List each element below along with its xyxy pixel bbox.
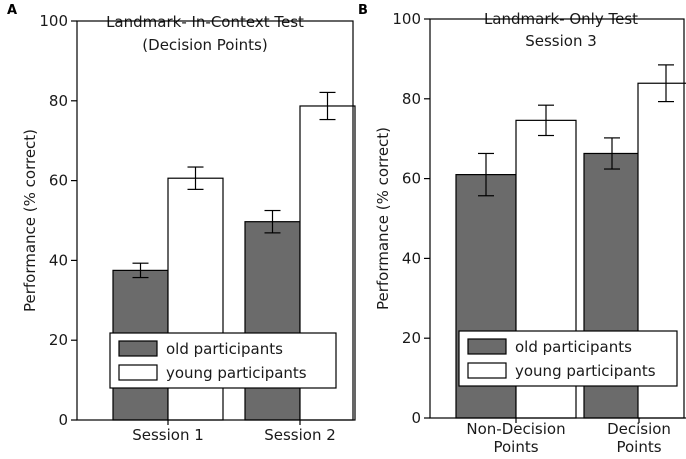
x-tick-label: Points [616,438,661,456]
bar-old-1 [244,221,301,421]
legend-label: old participants [166,340,283,358]
x-tick-label: Session 2 [264,426,336,444]
y-axis-label: Performance (% correct) [21,129,39,312]
error-bar [319,91,336,121]
error-bar [538,104,554,137]
chart-title-line: Session 3 [525,32,597,50]
panel-letter: A [7,3,17,18]
error-bar [604,137,620,170]
chart-title-line: Landmark- In-Context Test [106,13,304,31]
y-tick-label: 40 [402,249,421,267]
y-tick-label: 100 [39,12,68,30]
legend-label: old participants [515,338,632,356]
y-tick-label: 20 [402,329,421,347]
error-bar [187,166,204,190]
legend: old participants young participants [458,330,678,387]
legend-swatch [118,364,158,381]
panel-a: A Landmark- In-Context Test (Decision Poin… [7,3,356,444]
legend-swatch [467,338,507,355]
y-tick-label: 60 [49,172,68,190]
y-tick-label: 0 [58,411,68,429]
chart-title-line: (Decision Points) [142,36,267,54]
y-tick-label: 80 [402,90,421,108]
y-axis-label: Performance (% correct) [374,127,392,310]
y-tick-label: 100 [392,10,421,28]
x-tick-label: Points [493,438,538,456]
legend-label: young participants [515,362,656,380]
legend: old participants young participants [109,332,337,389]
legend-swatch [118,340,158,357]
legend-label: young participants [166,364,307,382]
legend-swatch [467,362,507,379]
y-tick-label: 60 [402,170,421,188]
axes-frame [429,18,685,419]
y-tick-label: 0 [411,409,421,427]
error-bar [658,64,674,103]
axes-frame [76,20,354,421]
x-tick-label: Decision [607,420,671,438]
x-tick-label: Session 1 [132,426,204,444]
x-tick-label: Non-Decision [466,420,565,438]
y-tick-label: 40 [49,251,68,269]
error-bar [264,209,281,234]
panel-letter: B [358,3,368,18]
error-bar [478,152,494,197]
y-tick-label: 20 [49,331,68,349]
y-tick-label: 80 [49,92,68,110]
error-bar [132,262,149,279]
